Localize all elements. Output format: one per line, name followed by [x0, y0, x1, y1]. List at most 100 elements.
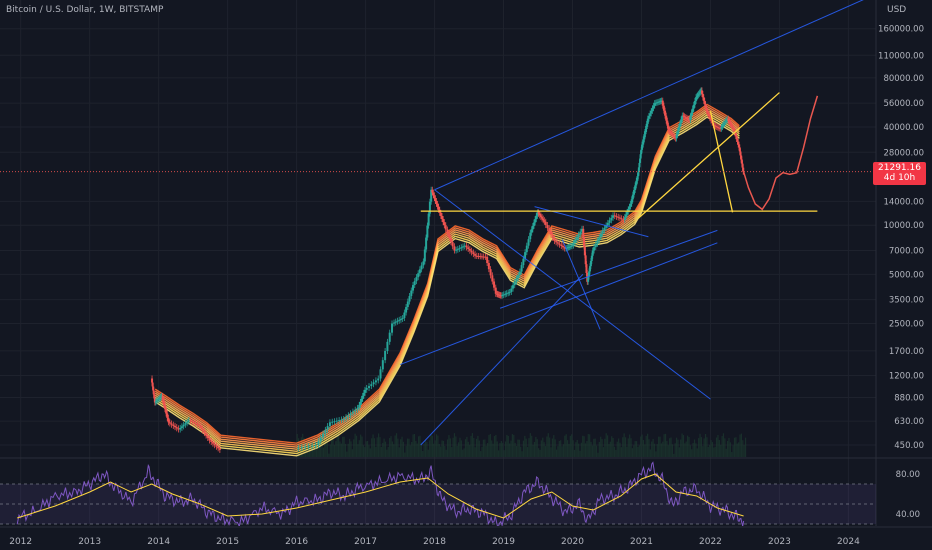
volume-bar [546, 436, 548, 457]
price-candle [566, 247, 569, 249]
price-candle [425, 237, 428, 250]
price-candle [311, 445, 314, 447]
price-candle [727, 118, 730, 121]
price-candle [635, 180, 638, 186]
price-candle [534, 219, 537, 223]
price-candle [347, 415, 350, 418]
volume-bar [307, 439, 309, 457]
volume-bar [678, 447, 680, 457]
price-candle [601, 230, 604, 234]
volume-bar [387, 446, 389, 457]
volume-bar [416, 443, 418, 457]
price-candle [196, 423, 199, 425]
volume-bar [544, 446, 547, 457]
price-candle [646, 118, 649, 124]
volume-bar [446, 439, 449, 457]
volume-bar [738, 442, 740, 457]
price-candle [167, 417, 170, 423]
price-candle [549, 231, 552, 235]
volume-bar [360, 434, 362, 457]
price-candle [158, 398, 161, 400]
price-candle [626, 211, 629, 215]
volume-bar [526, 447, 529, 457]
volume-bar [565, 434, 567, 457]
price-candle [661, 100, 664, 106]
volume-bar [715, 437, 718, 457]
volume-bar [586, 441, 588, 457]
price-candle [184, 423, 187, 425]
price-candle [205, 433, 208, 436]
price-candle [541, 217, 544, 219]
price-candle [739, 151, 742, 156]
price-candle [668, 130, 671, 132]
price-candle [643, 134, 646, 140]
volume-bar [612, 438, 614, 457]
volume-bar [553, 435, 555, 457]
volume-bar [724, 438, 726, 457]
price-tick-label: 1700.00 [889, 347, 924, 357]
price-candle [165, 409, 168, 414]
price-candle [322, 433, 325, 438]
price-candle [629, 203, 632, 207]
ma-ribbon-line [154, 111, 740, 453]
price-candle [673, 135, 676, 138]
price-candle [493, 281, 496, 288]
volume-bar [736, 443, 738, 457]
volume-bar [358, 440, 360, 457]
price-candle [535, 215, 538, 220]
volume-bar [397, 438, 399, 457]
volume-bar [427, 449, 429, 457]
price-candle [584, 255, 587, 265]
price-candle [633, 190, 636, 195]
price-candle [152, 386, 155, 391]
volume-bar [673, 453, 675, 457]
price-candle [598, 237, 601, 241]
volume-bar [340, 443, 342, 457]
volume-bar [702, 446, 704, 457]
volume-bar [368, 445, 370, 457]
volume-bar [500, 440, 502, 457]
time-tick-label: 2017 [354, 537, 377, 547]
volume-bar [601, 439, 603, 457]
price-candle [443, 222, 446, 226]
price-candle [456, 248, 459, 250]
price-candle [340, 419, 343, 421]
price-candle [651, 108, 654, 111]
price-candle [213, 443, 216, 446]
volume-bar [535, 436, 537, 457]
volume-bar [517, 439, 519, 457]
volume-bar [539, 449, 541, 457]
volume-bar [491, 440, 493, 457]
price-candle [507, 292, 510, 294]
price-candle [548, 228, 551, 232]
price-candle [317, 441, 320, 446]
volume-bar [380, 446, 382, 457]
volume-bar [467, 441, 469, 457]
price-candle [324, 429, 327, 434]
price-tick-label: 1200.00 [889, 372, 924, 382]
price-candle [605, 225, 608, 228]
volume-bar [474, 447, 476, 457]
price-candle [432, 192, 435, 196]
price-candle [396, 320, 399, 322]
price-candle [644, 129, 647, 135]
price-candle [684, 117, 687, 119]
price-candle [460, 247, 463, 249]
price-candle [572, 242, 575, 246]
price-candle [423, 249, 426, 262]
price-tick-label: 160000.00 [878, 25, 924, 35]
price-candle [413, 281, 416, 286]
volume-bar [504, 441, 507, 457]
price-candle [172, 424, 175, 426]
volume-bar [431, 435, 433, 457]
price-candle [682, 115, 685, 117]
price-candle [500, 295, 503, 297]
price-candle [307, 446, 310, 448]
price-candle [659, 101, 662, 103]
price-candle [742, 167, 745, 172]
price-candle [670, 133, 673, 135]
price-tick-label: 2500.00 [889, 319, 924, 329]
volume-bar [575, 442, 577, 457]
volume-bar [572, 440, 574, 457]
